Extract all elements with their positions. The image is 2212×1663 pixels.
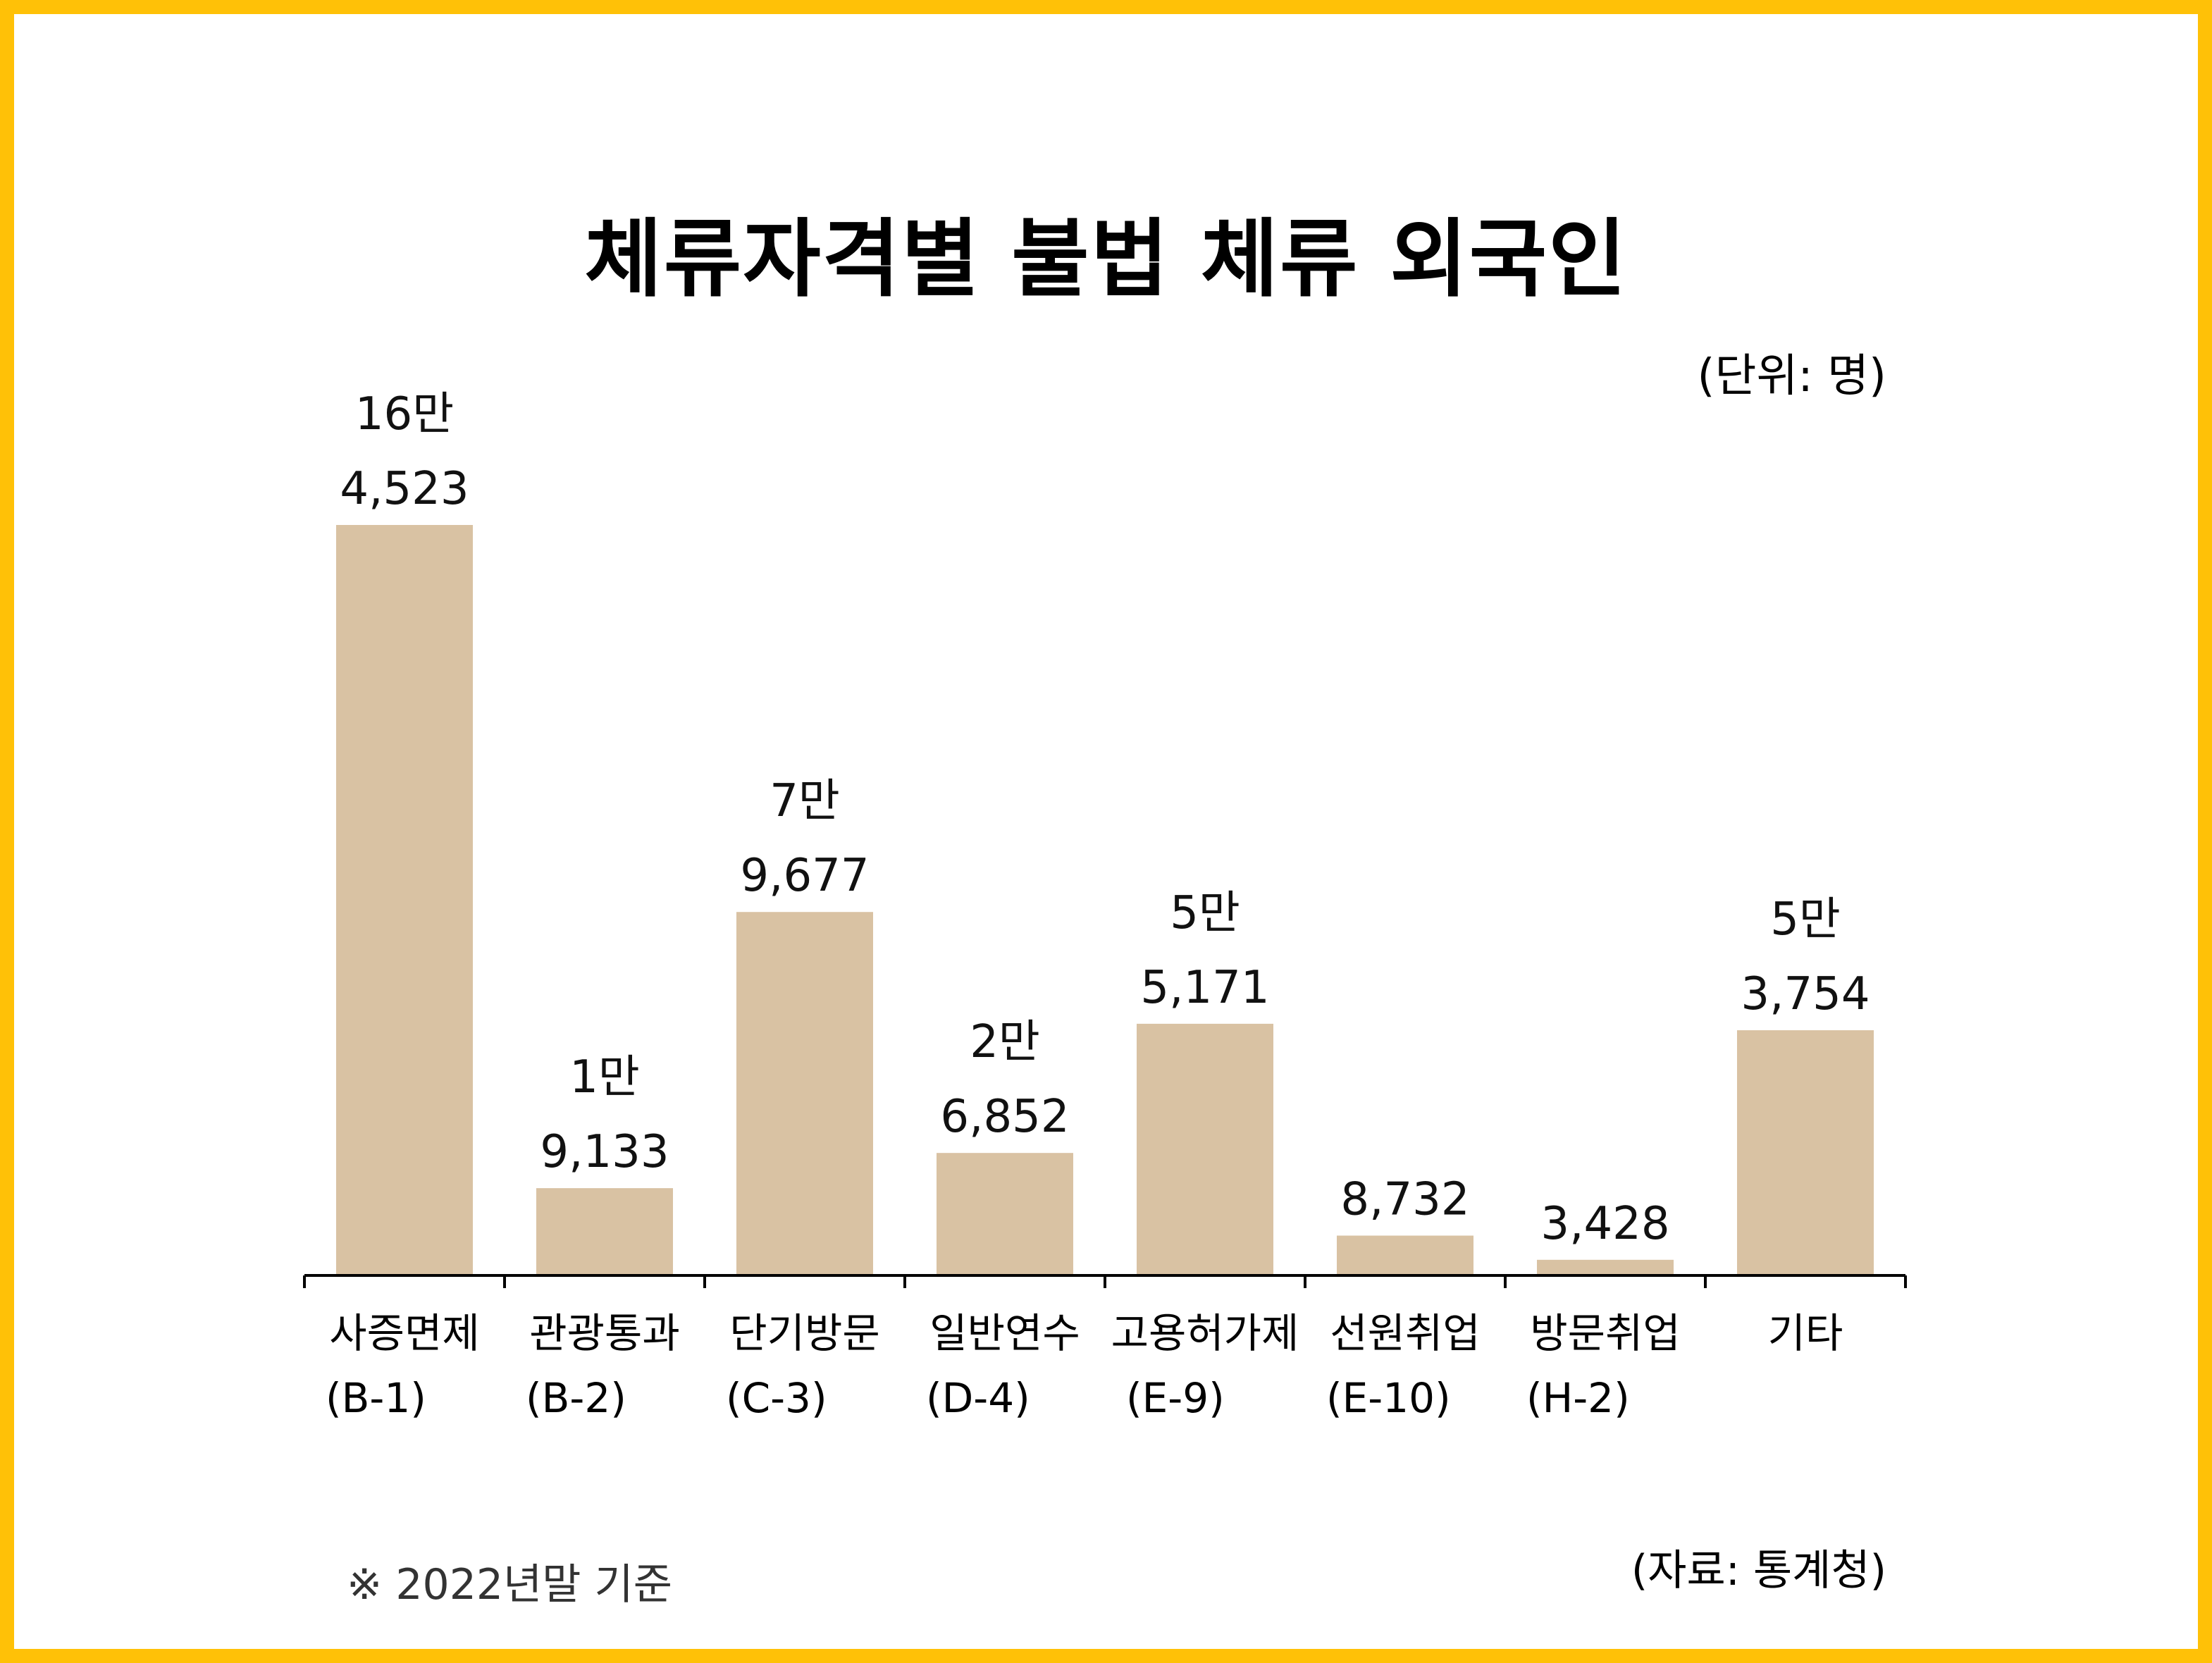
data-label-4-0: 5만 <box>1170 887 1240 939</box>
data-label-2-0: 7만 <box>770 775 840 827</box>
source-label: (자료: 통계청) <box>1631 1546 1886 1595</box>
category-label-6-0: 방문취업 <box>1530 1309 1680 1357</box>
category-label-4-1: (E-9) <box>1126 1374 1225 1422</box>
category-label-0-1: (B-1) <box>326 1374 426 1422</box>
bar-1 <box>536 1188 673 1275</box>
data-label-1-0: 1만 <box>569 1051 640 1103</box>
data-label-0-0: 16만 <box>355 388 454 440</box>
category-label-5-0: 선원취업 <box>1330 1309 1480 1357</box>
category-label-1-1: (B-2) <box>526 1374 626 1422</box>
bar-0 <box>336 525 473 1275</box>
bar-3 <box>937 1153 1073 1275</box>
bar-2 <box>736 912 873 1275</box>
data-label-3-1: 6,852 <box>940 1091 1069 1143</box>
category-label-7-0: 기타 <box>1768 1309 1843 1357</box>
footnote: ※ 2022년말 기준 <box>347 1560 672 1609</box>
bar-6 <box>1537 1259 1674 1275</box>
category-label-0-0: 사증면제 <box>329 1309 479 1357</box>
data-label-7-0: 5만 <box>1770 894 1841 946</box>
bar-7 <box>1737 1030 1874 1275</box>
category-label-4-0: 고용허가제 <box>1111 1309 1299 1357</box>
data-label-7-1: 3,754 <box>1741 968 1870 1020</box>
category-label-3-1: (D-4) <box>926 1374 1030 1422</box>
category-label-2-1: (C-3) <box>726 1374 827 1422</box>
data-label-1-1: 9,133 <box>540 1126 669 1178</box>
data-label-0-1: 4,523 <box>340 463 469 515</box>
category-label-1-0: 관광통과 <box>529 1309 679 1357</box>
chart-title: 체류자격별 불법 체류 외국인 <box>584 211 1628 309</box>
category-label-2-0: 단기방문 <box>729 1309 879 1357</box>
data-label-3-0: 2만 <box>970 1016 1040 1068</box>
category-label-3-0: 일반연수 <box>929 1309 1080 1357</box>
category-label-6-1: (H-2) <box>1526 1374 1630 1422</box>
category-label-5-1: (E-10) <box>1326 1374 1451 1422</box>
bar-5 <box>1337 1235 1473 1275</box>
bar-4 <box>1137 1023 1273 1275</box>
unit-label: (단위: 명) <box>1697 350 1886 402</box>
data-label-2-1: 9,677 <box>740 850 869 902</box>
data-label-4-1: 5,171 <box>1140 962 1269 1014</box>
data-label-5-0: 8,732 <box>1340 1173 1469 1225</box>
data-label-6-0: 3,428 <box>1540 1198 1669 1250</box>
